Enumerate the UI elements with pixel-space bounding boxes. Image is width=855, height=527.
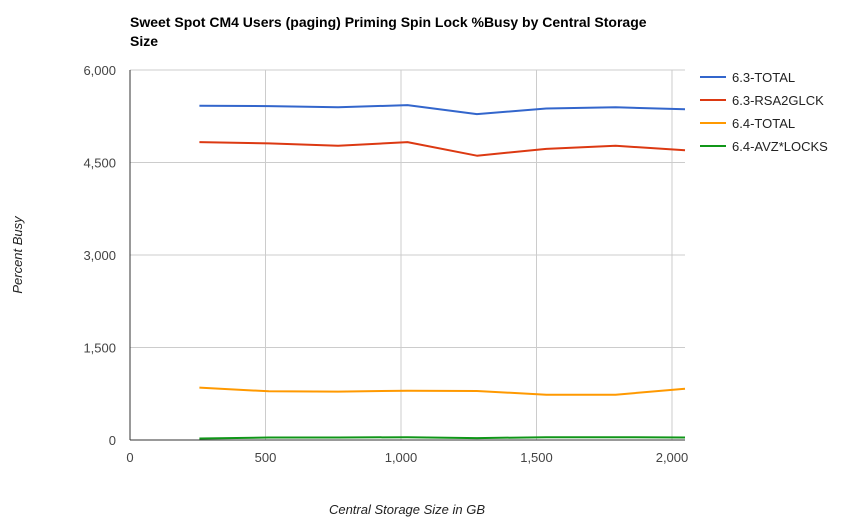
tick-labels: 0 1,500 3,000 4,500 6,000 0 500 1,000 1,500 2,000 (83, 63, 688, 465)
chart-title: Sweet Spot CM4 Users (paging) Priming Sp… (130, 14, 647, 49)
x-tick-label: 2,000 (656, 450, 689, 465)
x-tick-label: 1,500 (520, 450, 553, 465)
series-line-6-4-total (199, 386, 686, 396)
legend-label-6-4-avz-locks: 6.4-AVZ*LOCKS (732, 139, 828, 154)
x-tick-label: 500 (255, 450, 277, 465)
legend-label-6-3-total: 6.3-TOTAL (732, 70, 795, 85)
x-tick-label: 1,000 (385, 450, 418, 465)
chart-title-line-1: Sweet Spot CM4 Users (paging) Priming Sp… (130, 14, 647, 30)
legend-label-6-3-rsa2glck: 6.3-RSA2GLCK (732, 93, 824, 108)
series-lines (199, 104, 686, 440)
y-tick-label: 1,500 (83, 341, 116, 356)
legend-label-6-4-total: 6.4-TOTAL (732, 116, 795, 131)
y-tick-label: 4,500 (83, 156, 116, 171)
x-axis-label: Central Storage Size in GB (329, 502, 485, 517)
series-line-6-3-rsa2glck (199, 141, 686, 157)
chart-title-line-2: Size (130, 33, 158, 49)
gridlines (130, 69, 685, 440)
y-tick-label: 3,000 (83, 248, 116, 263)
y-tick-label: 0 (109, 433, 116, 448)
series-line-6-4-avz-locks (199, 436, 686, 440)
series-line-6-3-total (199, 104, 686, 116)
legend: 6.3-TOTAL 6.3-RSA2GLCK 6.4-TOTAL 6.4-AVZ*LO… (700, 70, 828, 154)
y-axis-label: Percent Busy (10, 215, 25, 294)
axes (129, 70, 685, 441)
x-tick-label: 0 (126, 450, 133, 465)
y-tick-label: 6,000 (83, 63, 116, 78)
